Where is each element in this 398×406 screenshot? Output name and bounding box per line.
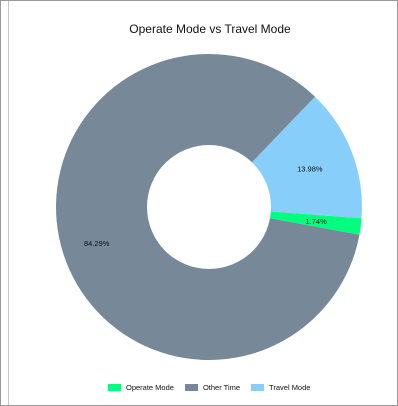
legend-label-operate-mode: Operate Mode: [126, 383, 174, 392]
legend-label-travel-mode: Travel Mode: [269, 383, 311, 392]
legend-swatch-operate-mode: [108, 384, 121, 391]
donut-hole: [147, 145, 271, 269]
chart-title: Operate Mode vs Travel Mode: [129, 22, 291, 36]
legend-swatch-other-time: [184, 384, 198, 391]
legend-item-travel-mode: Travel Mode: [251, 383, 310, 392]
chart-legend: Operate Mode Other Time Travel Mode: [108, 383, 321, 392]
slice-label-travel-mode: 13.98%: [297, 164, 323, 173]
legend-label-other-time: Other Time: [202, 383, 241, 392]
legend-swatch-travel-mode: [251, 384, 265, 391]
legend-item-operate-mode: Operate Mode: [108, 383, 174, 392]
legend-item-other-time: Other Time: [184, 383, 241, 392]
left-divider: [8, 1, 9, 405]
slice-label-operate-mode: 1.74%: [305, 217, 327, 226]
slice-label-other-time: 84.29%: [84, 239, 110, 248]
slice-labels-group: 1.74% 84.29% 13.98%: [84, 164, 327, 248]
